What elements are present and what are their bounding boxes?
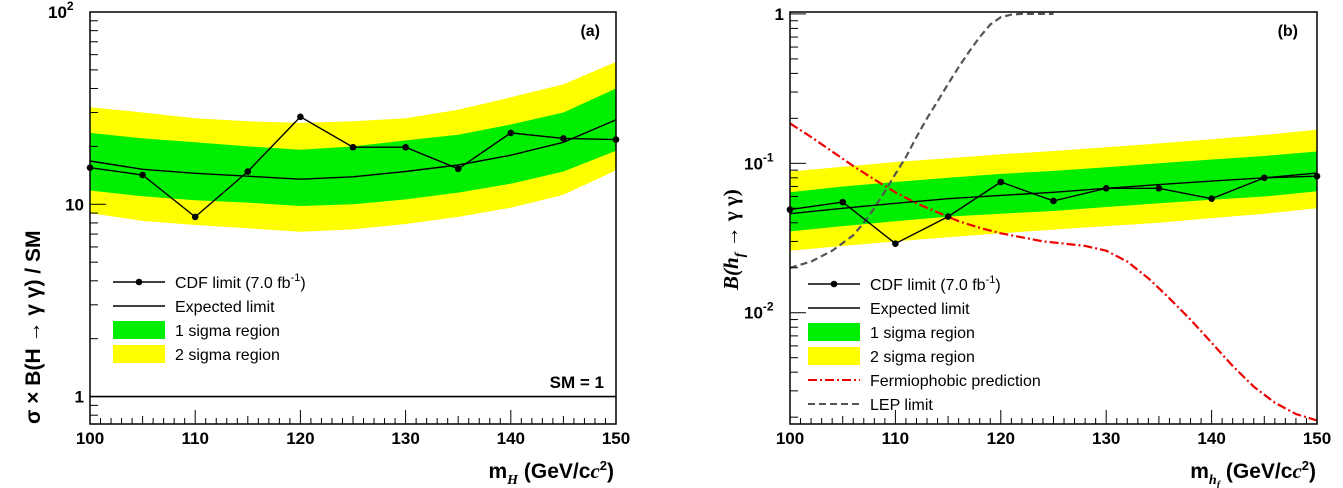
legend: CDF limit (7.0 fb-1) Expected limit 1 sigm… [808, 274, 1041, 414]
legend-swatch-band2 [113, 345, 165, 363]
y-tick-label: 10-1 [744, 150, 774, 173]
y-tick-label: 10-2 [744, 300, 774, 323]
limit-lines [786, 12, 1321, 422]
legend-label: Expected limit [175, 299, 275, 316]
legend: CDF limit (7.0 fb-1) Expected limit 1 sigm… [113, 272, 306, 364]
legend-marker [135, 278, 143, 286]
x-label-main: m [1190, 460, 1209, 483]
y-label-main: B(h [719, 257, 743, 291]
observed-point [244, 168, 252, 175]
observed-point [997, 178, 1005, 186]
legend-marker [830, 280, 838, 288]
sigma-bands [790, 129, 1317, 251]
panel-label: (b) [1278, 23, 1298, 40]
legend-swatch-band1 [808, 323, 860, 341]
legend-label: 1 sigma region [175, 323, 280, 340]
x-tick-label: 130 [391, 429, 419, 448]
y-tick-label: 1 [775, 5, 784, 24]
fermiophobic-prediction-line [789, 122, 1318, 422]
x-label-sub: H [506, 473, 519, 488]
legend-label: Expected limit [870, 301, 970, 318]
x-label-close: ) [1309, 460, 1316, 483]
x-label-sup: 2 [1302, 458, 1309, 473]
legend-label: CDF limit (7.0 fb-1) [870, 274, 1001, 294]
observed-point [1208, 195, 1215, 202]
x-label-units: (GeV/c [518, 460, 591, 483]
x-label-units: (GeV/c [1220, 460, 1293, 483]
observed-point [297, 113, 304, 121]
y-tick-label: 10 [65, 195, 84, 214]
x-tick-label: 150 [1303, 429, 1331, 448]
legend-label: 1 sigma region [870, 325, 975, 342]
observed-point [560, 135, 567, 142]
observed-point [139, 171, 146, 179]
observed-point [839, 198, 846, 206]
x-label-sub: h [1209, 473, 1217, 488]
x-tick-label: 150 [602, 429, 630, 448]
legend-swatch-band1 [113, 321, 165, 339]
legend-label: 2 sigma region [175, 347, 280, 364]
x-axis-label: mH (GeV/cc2) [488, 458, 614, 488]
observed-point [1050, 197, 1057, 205]
y-tick-label: 102 [48, 0, 74, 22]
x-tick-label: 130 [1092, 429, 1120, 448]
observed-point [944, 213, 952, 220]
sm-annotation: SM = 1 [550, 373, 604, 392]
x-label-c: c [1292, 459, 1302, 483]
x-label-close: ) [607, 460, 614, 483]
y-axis-label: σ × B(H → γ γ) / SM [22, 231, 45, 424]
x-tick-label: 110 [882, 429, 909, 448]
expected-limit-line [89, 119, 617, 180]
panel-label: (a) [580, 23, 600, 40]
x-axis-label: mhf (GeV/cc2) [1190, 458, 1316, 488]
expected-limit-line [789, 172, 1318, 215]
legend-label: 2 sigma region [870, 349, 975, 366]
legend-label: LEP limit [870, 397, 933, 414]
x-label-subsub: f [1217, 480, 1222, 488]
x-tick-label: 110 [181, 429, 208, 448]
observed-point [1102, 185, 1110, 192]
x-tick-label: 140 [497, 429, 525, 448]
observed-point [892, 240, 899, 247]
x-label-c: c [590, 459, 600, 483]
legend-label: Fermiophobic prediction [870, 373, 1041, 390]
observed-point [1261, 174, 1268, 182]
band-1-sigma [790, 151, 1317, 232]
x-tick-label: 140 [1197, 429, 1225, 448]
axis-ticks: 100 110 120 130 140 150 10-2 10-1 1 [744, 5, 1331, 448]
x-tick-label: 100 [76, 429, 104, 448]
x-tick-label: 120 [987, 429, 1015, 448]
panel-b: 100 110 120 130 140 150 10-2 10-1 1 (b) CDF limi… [719, 5, 1331, 488]
observed-point [507, 129, 515, 137]
observed-point [191, 213, 199, 221]
lep-limit-line [789, 12, 1054, 269]
observed-point [1155, 185, 1163, 192]
observed-point [402, 143, 409, 151]
legend-label: CDF limit (7.0 fb-1) [175, 272, 306, 292]
y-label-rest: → γ γ) [719, 189, 743, 252]
x-tick-label: 100 [776, 429, 804, 448]
x-tick-label: 120 [286, 429, 314, 448]
observed-point [454, 165, 462, 173]
limit-lines [86, 113, 620, 398]
y-axis-label: B(hf → γ γ) [719, 189, 748, 291]
y-label-sub: f [733, 251, 748, 257]
x-label-sup: 2 [600, 458, 607, 473]
y-tick-label: 1 [75, 388, 84, 407]
observed-point [349, 143, 357, 151]
legend-swatch-band2 [808, 347, 860, 365]
x-label-main: m [488, 460, 507, 483]
